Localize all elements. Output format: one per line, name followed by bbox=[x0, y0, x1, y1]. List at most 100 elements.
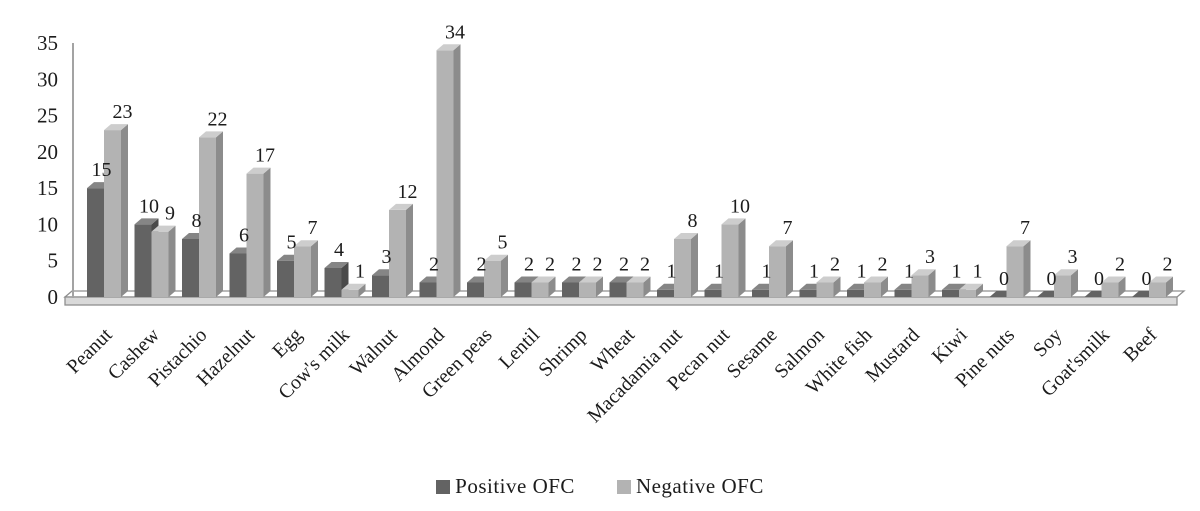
bar-value-label: 5 bbox=[287, 232, 297, 254]
bar-side-face bbox=[263, 167, 271, 297]
bar-value-label: 6 bbox=[239, 224, 249, 246]
bar-positive-ofc bbox=[229, 253, 247, 297]
bar-negative-ofc bbox=[816, 282, 834, 297]
bar-value-label: 22 bbox=[208, 108, 228, 130]
bar-side-face bbox=[216, 131, 223, 297]
bar-negative-ofc bbox=[721, 224, 739, 297]
bar-top-face bbox=[134, 218, 159, 225]
bar-side-face bbox=[1118, 276, 1126, 297]
bar-value-label: 1 bbox=[355, 261, 365, 283]
x-axis-label: Egg bbox=[268, 324, 306, 362]
chart-floor-front bbox=[64, 296, 1178, 306]
bar-top-face bbox=[199, 131, 223, 138]
bar-top-face bbox=[514, 276, 539, 283]
bar-negative-ofc bbox=[104, 130, 121, 297]
bar-positive-ofc bbox=[847, 289, 864, 297]
bar-negative-ofc bbox=[436, 50, 454, 297]
bar-negative-ofc bbox=[294, 246, 311, 297]
legend-swatch-positive-ofc bbox=[436, 479, 451, 494]
bar-value-label: 3 bbox=[925, 246, 935, 268]
bar-positive-ofc bbox=[467, 282, 484, 297]
bar-value-label: 3 bbox=[1068, 246, 1078, 268]
bar-side-face bbox=[928, 269, 936, 297]
bar-top-face bbox=[104, 124, 128, 131]
bar-value-label: 0 bbox=[1094, 268, 1104, 290]
bar-top-face bbox=[579, 276, 603, 283]
bar-negative-ofc bbox=[1149, 282, 1166, 297]
y-axis-tick-label: 5 bbox=[48, 249, 59, 273]
bar-side-face bbox=[1166, 276, 1173, 297]
y-axis-tick-label: 15 bbox=[37, 176, 58, 200]
bar-side-face bbox=[548, 276, 556, 297]
bar-positive-ofc bbox=[752, 289, 769, 297]
bar-value-label: 5 bbox=[498, 232, 508, 254]
bar-value-label: 12 bbox=[398, 181, 418, 203]
bar-negative-ofc bbox=[769, 246, 786, 297]
bar-value-label: 2 bbox=[524, 253, 534, 275]
bar-negative-ofc bbox=[864, 282, 881, 297]
bar-positive-ofc bbox=[372, 275, 389, 297]
bar-top-face bbox=[626, 276, 651, 283]
chart-svg: 05101520253035PeanutCashewPistachioHazel… bbox=[37, 21, 1186, 427]
bar-side-face bbox=[596, 276, 603, 297]
bar-positive-ofc bbox=[894, 289, 912, 297]
x-axis-label: Soy bbox=[1029, 324, 1067, 362]
bar-value-label: 1 bbox=[809, 261, 819, 283]
bar-value-label: 9 bbox=[165, 203, 175, 225]
bar-side-face bbox=[168, 225, 176, 297]
bar-top-face bbox=[674, 232, 698, 239]
bar-side-face bbox=[1023, 240, 1031, 297]
bar-positive-ofc bbox=[942, 289, 959, 297]
bar-negative-ofc bbox=[341, 289, 359, 297]
bar-side-face bbox=[691, 232, 698, 297]
bar-positive-ofc bbox=[87, 188, 104, 297]
bar-value-label: 0 bbox=[999, 268, 1009, 290]
bar-top-face bbox=[816, 276, 841, 283]
bar-positive-ofc bbox=[182, 238, 199, 297]
bar-side-face bbox=[881, 276, 888, 297]
bar-value-label: 34 bbox=[445, 21, 465, 43]
bar-value-label: 7 bbox=[783, 217, 793, 239]
bar-top-face bbox=[562, 276, 586, 283]
y-axis-tick-label: 10 bbox=[37, 212, 58, 236]
bar-negative-ofc bbox=[579, 282, 596, 297]
y-axis-tick-label: 25 bbox=[37, 104, 58, 128]
bar-side-face bbox=[976, 283, 983, 297]
bar-value-label: 1 bbox=[857, 261, 867, 283]
bar-positive-ofc bbox=[704, 289, 722, 297]
legend-label-negative-ofc: Negative OFC bbox=[635, 474, 764, 498]
bar-value-label: 0 bbox=[1142, 268, 1152, 290]
bar-positive-ofc bbox=[657, 289, 674, 297]
bar-value-label: 1 bbox=[952, 261, 962, 283]
bar-side-face bbox=[311, 240, 318, 297]
bar-top-face bbox=[721, 218, 746, 225]
bar-value-label: 2 bbox=[830, 253, 840, 275]
legend-swatch-negative-ofc bbox=[616, 479, 631, 494]
bar-negative-ofc bbox=[151, 231, 169, 297]
bar-top-face bbox=[151, 225, 176, 232]
legend-item-negative-ofc: Negative OFC bbox=[616, 474, 764, 499]
bar-side-face bbox=[1071, 269, 1078, 297]
bar-value-label: 15 bbox=[92, 159, 112, 181]
bar-top-face bbox=[911, 269, 936, 276]
bar-value-label: 2 bbox=[477, 253, 487, 275]
bar-value-label: 2 bbox=[545, 253, 555, 275]
bar-value-label: 2 bbox=[1115, 253, 1125, 275]
bar-positive-ofc bbox=[562, 282, 579, 297]
bar-top-face bbox=[484, 254, 508, 261]
bar-value-label: 1 bbox=[762, 261, 772, 283]
bar-positive-ofc bbox=[134, 224, 152, 297]
bar-side-face bbox=[786, 240, 793, 297]
bar-negative-ofc bbox=[1054, 275, 1071, 297]
bar-top-face bbox=[959, 283, 983, 290]
bar-value-label: 4 bbox=[334, 239, 344, 261]
bar-positive-ofc bbox=[324, 267, 342, 297]
bar-value-label: 2 bbox=[572, 253, 582, 275]
bar-value-label: 2 bbox=[593, 253, 603, 275]
bar-side-face bbox=[738, 218, 746, 297]
bar-value-label: 1 bbox=[667, 261, 677, 283]
bar-side-face bbox=[358, 283, 366, 297]
bar-positive-ofc bbox=[277, 260, 294, 297]
bar-side-face bbox=[833, 276, 841, 297]
bar-positive-ofc bbox=[419, 282, 437, 297]
